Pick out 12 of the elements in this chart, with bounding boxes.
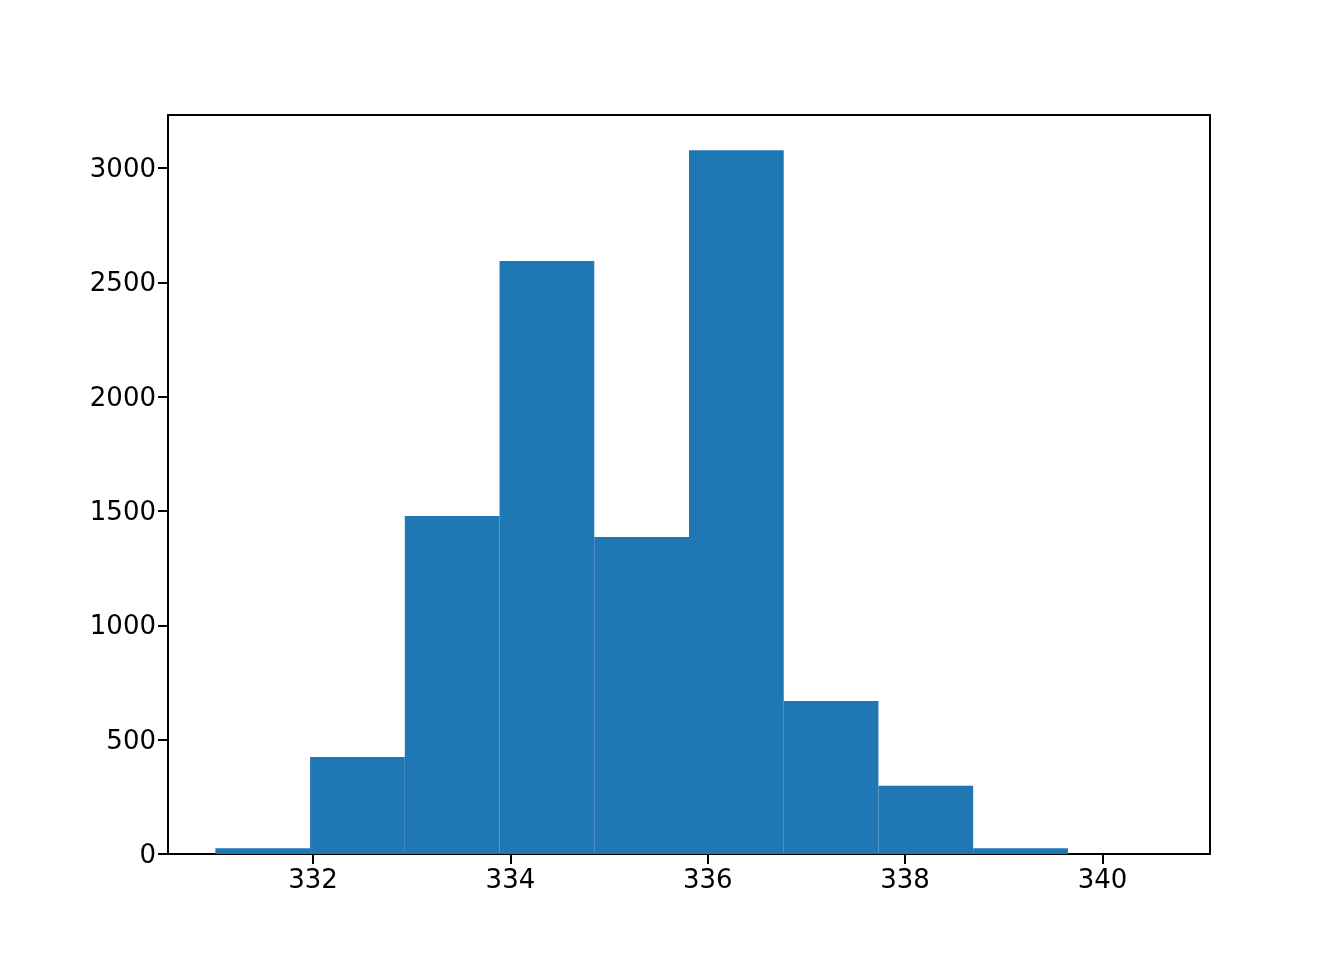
- y-tick-label: 3000: [89, 153, 156, 184]
- x-tick-label: 336: [682, 864, 733, 894]
- x-tick-label: 340: [1077, 864, 1128, 894]
- x-tick-label: 332: [288, 864, 338, 894]
- y-tick-label: 0: [139, 839, 156, 869]
- y-tick-label: 2500: [89, 267, 156, 298]
- x-tick-label: 334: [485, 864, 536, 894]
- y-tick-label: 2000: [89, 381, 156, 412]
- y-tick-label: 1500: [89, 496, 156, 527]
- y-tick-label: 1000: [89, 610, 156, 641]
- y-tick-label: 500: [106, 724, 156, 755]
- x-tick-label: 338: [880, 864, 930, 894]
